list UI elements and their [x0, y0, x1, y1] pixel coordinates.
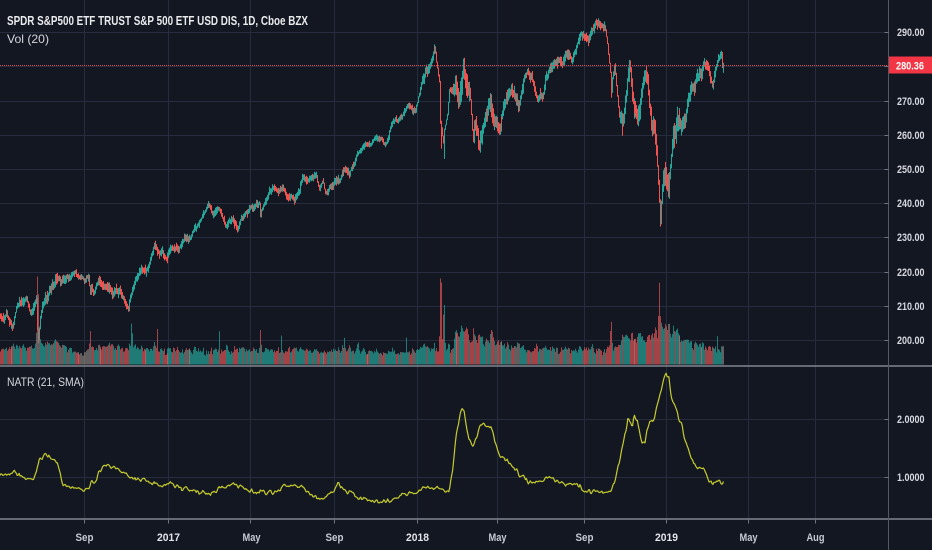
svg-text:SPDR S&P500 ETF TRUST S&P 500: SPDR S&P500 ETF TRUST S&P 500 ETF USD DI… — [7, 13, 308, 28]
svg-text:240.00: 240.00 — [897, 198, 925, 210]
svg-text:260.00: 260.00 — [897, 130, 925, 142]
svg-text:1.0000: 1.0000 — [897, 472, 925, 484]
svg-text:Vol (20): Vol (20) — [7, 32, 49, 46]
svg-text:200.00: 200.00 — [897, 335, 925, 347]
svg-text:2017: 2017 — [157, 532, 180, 544]
svg-text:2018: 2018 — [406, 532, 429, 544]
svg-text:Sep: Sep — [576, 532, 594, 544]
svg-text:Sep: Sep — [76, 532, 94, 544]
svg-text:Aug: Aug — [807, 532, 825, 544]
svg-text:290.00: 290.00 — [897, 27, 925, 39]
svg-text:210.00: 210.00 — [897, 301, 925, 313]
svg-text:2019: 2019 — [655, 532, 678, 544]
svg-text:280.36: 280.36 — [896, 61, 924, 73]
svg-text:May: May — [740, 532, 759, 544]
svg-text:2.0000: 2.0000 — [897, 414, 925, 426]
svg-text:May: May — [489, 532, 508, 544]
svg-text:270.00: 270.00 — [897, 96, 925, 108]
svg-text:250.00: 250.00 — [897, 164, 925, 176]
svg-text:NATR (21, SMA): NATR (21, SMA) — [7, 375, 84, 389]
svg-text:Sep: Sep — [326, 532, 344, 544]
svg-text:May: May — [243, 532, 262, 544]
svg-text:230.00: 230.00 — [897, 232, 925, 244]
svg-text:220.00: 220.00 — [897, 267, 925, 279]
